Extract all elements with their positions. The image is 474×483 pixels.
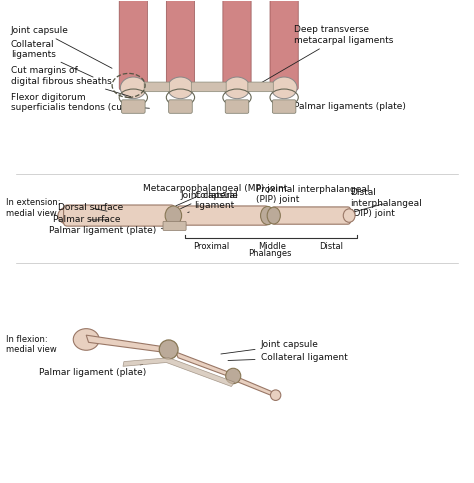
Text: Joint capsule: Joint capsule bbox=[181, 191, 238, 209]
Polygon shape bbox=[237, 377, 277, 398]
Text: Middle: Middle bbox=[258, 242, 286, 252]
Text: Dorsal surface: Dorsal surface bbox=[58, 203, 123, 213]
Text: Palmar surface: Palmar surface bbox=[53, 215, 121, 225]
Text: Distal: Distal bbox=[319, 242, 343, 252]
Text: Palmar ligament (plate): Palmar ligament (plate) bbox=[48, 227, 166, 235]
Text: Metacarpophalangeal (MP) joint: Metacarpophalangeal (MP) joint bbox=[143, 184, 287, 206]
FancyBboxPatch shape bbox=[119, 0, 147, 90]
FancyBboxPatch shape bbox=[223, 0, 251, 90]
Ellipse shape bbox=[167, 77, 193, 99]
Text: In flexion:
medial view: In flexion: medial view bbox=[6, 335, 57, 355]
Text: Palmar ligaments (plate): Palmar ligaments (plate) bbox=[287, 101, 405, 111]
FancyBboxPatch shape bbox=[121, 100, 145, 114]
Text: Flexor digitorum
superficialis tendons (cut): Flexor digitorum superficialis tendons (… bbox=[11, 93, 149, 112]
Text: Joint capsule: Joint capsule bbox=[11, 26, 112, 68]
Text: Collateral ligament: Collateral ligament bbox=[228, 353, 347, 362]
Polygon shape bbox=[123, 358, 235, 386]
FancyBboxPatch shape bbox=[144, 82, 170, 92]
Text: Proximal interphalangeal
(PIP) joint: Proximal interphalangeal (PIP) joint bbox=[256, 185, 369, 208]
Ellipse shape bbox=[343, 209, 355, 222]
Ellipse shape bbox=[73, 328, 99, 350]
FancyBboxPatch shape bbox=[225, 100, 249, 114]
Ellipse shape bbox=[58, 206, 82, 225]
Ellipse shape bbox=[165, 206, 182, 225]
Ellipse shape bbox=[120, 77, 146, 99]
Text: Collateral
ligament: Collateral ligament bbox=[188, 191, 238, 213]
Ellipse shape bbox=[271, 390, 281, 400]
Text: Distal
interphalangeal
(DIP) joint: Distal interphalangeal (DIP) joint bbox=[350, 188, 422, 218]
Text: Collateral
ligaments: Collateral ligaments bbox=[11, 40, 93, 77]
FancyBboxPatch shape bbox=[191, 82, 226, 92]
Text: Palmar ligament (plate): Palmar ligament (plate) bbox=[39, 365, 146, 377]
Text: In extension:
medial view: In extension: medial view bbox=[6, 198, 61, 217]
Ellipse shape bbox=[267, 207, 280, 224]
Polygon shape bbox=[86, 335, 169, 353]
Text: Joint capsule: Joint capsule bbox=[221, 340, 319, 354]
FancyBboxPatch shape bbox=[177, 206, 269, 225]
Text: Cut margins of
digital fibrous sheaths: Cut margins of digital fibrous sheaths bbox=[11, 66, 131, 97]
FancyBboxPatch shape bbox=[248, 82, 273, 92]
FancyBboxPatch shape bbox=[163, 221, 186, 230]
Ellipse shape bbox=[261, 206, 275, 225]
FancyBboxPatch shape bbox=[270, 0, 298, 90]
FancyBboxPatch shape bbox=[166, 0, 195, 90]
FancyBboxPatch shape bbox=[272, 207, 351, 224]
Ellipse shape bbox=[226, 368, 241, 384]
Text: Proximal: Proximal bbox=[193, 242, 229, 252]
FancyBboxPatch shape bbox=[64, 205, 175, 226]
Ellipse shape bbox=[271, 77, 297, 99]
Ellipse shape bbox=[159, 340, 178, 359]
Text: Deep transverse
metacarpal ligaments: Deep transverse metacarpal ligaments bbox=[258, 25, 393, 85]
FancyBboxPatch shape bbox=[273, 100, 296, 114]
Polygon shape bbox=[176, 352, 235, 379]
FancyBboxPatch shape bbox=[169, 100, 192, 114]
Text: Phalanges: Phalanges bbox=[248, 249, 292, 258]
Ellipse shape bbox=[224, 77, 250, 99]
